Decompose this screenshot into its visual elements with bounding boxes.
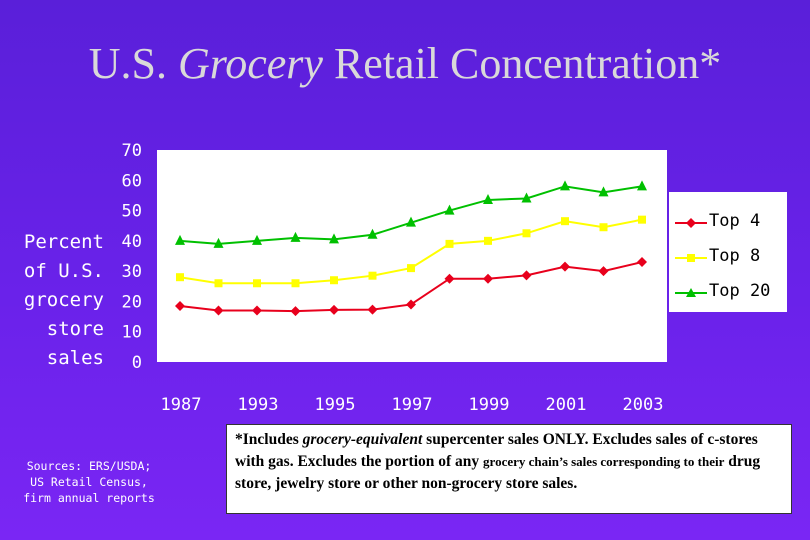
legend-item-top8: Top 8 bbox=[669, 242, 787, 272]
end-value-label: 47 bbox=[633, 227, 660, 252]
y-axis-title-line: of U.S. bbox=[23, 260, 104, 282]
data-point bbox=[444, 204, 455, 215]
data-point bbox=[176, 273, 184, 282]
data-point bbox=[407, 264, 415, 273]
legend-marker-square-icon bbox=[675, 254, 707, 262]
data-point bbox=[252, 305, 262, 316]
x-tick-label: 1995 bbox=[315, 395, 356, 415]
title-part-3: Retail Concentration* bbox=[322, 39, 722, 88]
y-tick-label: 20 bbox=[122, 292, 142, 312]
data-point bbox=[560, 180, 570, 191]
data-point bbox=[253, 279, 261, 288]
y-axis-title-line: store bbox=[46, 318, 104, 340]
footnote-box: *Includes grocery-equivalent supercenter… bbox=[226, 424, 792, 514]
data-point bbox=[330, 276, 338, 285]
data-point bbox=[522, 229, 531, 238]
legend-item-top4: Top 4 bbox=[669, 207, 787, 237]
y-tick-label: 50 bbox=[122, 202, 142, 222]
series-markers bbox=[175, 180, 647, 317]
source-note: Sources: ERS/USDA; US Retail Census, fir… bbox=[14, 458, 164, 506]
data-point bbox=[521, 192, 532, 203]
legend-item-top20: Top 20 bbox=[669, 277, 787, 307]
title-part-1: U.S. bbox=[88, 39, 178, 88]
data-point bbox=[444, 273, 455, 284]
data-point bbox=[175, 234, 185, 245]
title-part-2: Grocery bbox=[177, 39, 323, 88]
data-point bbox=[484, 236, 492, 245]
x-tick-label: 1999 bbox=[469, 395, 510, 415]
data-point bbox=[329, 304, 339, 315]
data-point bbox=[637, 257, 647, 268]
y-axis-ticks: 0 10 20 30 40 50 60 70 bbox=[122, 141, 142, 373]
data-point bbox=[252, 234, 262, 245]
data-point bbox=[291, 279, 300, 288]
source-line: Sources: ERS/USDA; bbox=[26, 459, 152, 473]
x-tick-label: 1993 bbox=[238, 395, 279, 415]
data-point bbox=[445, 239, 454, 248]
source-line: US Retail Census, bbox=[30, 475, 148, 489]
y-tick-label: 30 bbox=[122, 262, 142, 282]
end-value-label: 33 bbox=[633, 273, 660, 298]
y-axis-title-line: grocery bbox=[23, 289, 104, 311]
data-point bbox=[406, 299, 416, 310]
footnote-text-5: drug store, jewelry store or other non-g… bbox=[235, 453, 761, 492]
data-point bbox=[599, 223, 608, 232]
data-point bbox=[290, 306, 301, 317]
legend-label: Top 4 bbox=[709, 211, 761, 231]
legend: Top 4 Top 8 Top 20 bbox=[669, 192, 787, 312]
y-tick-label: 70 bbox=[122, 141, 142, 161]
legend-marker-diamond-icon bbox=[675, 218, 707, 228]
data-point bbox=[368, 271, 377, 280]
footnote-text-1: *Includes bbox=[235, 431, 303, 448]
y-tick-label: 10 bbox=[122, 323, 142, 343]
footnote-text-2: grocery-equivalent bbox=[302, 431, 423, 448]
end-value-labels: 58 47 33 bbox=[633, 191, 660, 298]
data-point bbox=[483, 273, 493, 284]
data-point bbox=[367, 228, 378, 239]
end-value-label: 58 bbox=[633, 191, 660, 216]
source-line: firm annual reports bbox=[23, 491, 155, 505]
data-point bbox=[213, 305, 224, 316]
x-tick-label: 2001 bbox=[546, 395, 587, 415]
data-point bbox=[560, 261, 570, 272]
y-axis-title-line: Percent bbox=[23, 231, 104, 253]
data-point bbox=[213, 237, 224, 248]
data-point bbox=[561, 217, 569, 226]
data-point bbox=[483, 193, 493, 204]
x-axis-ticks: 1987 1993 1995 1997 1999 2001 2003 bbox=[161, 395, 664, 415]
legend-marker-triangle-icon bbox=[675, 288, 707, 297]
legend-label: Top 8 bbox=[709, 246, 761, 266]
legend-label: Top 20 bbox=[709, 281, 771, 301]
data-point bbox=[598, 186, 609, 197]
data-point bbox=[367, 304, 378, 315]
plot-area bbox=[157, 150, 667, 362]
y-axis-title: Percent of U.S. grocery store sales bbox=[0, 228, 104, 373]
x-tick-label: 1987 bbox=[161, 395, 202, 415]
footnote-text-4: grocery chain’s sales corresponding to t… bbox=[483, 454, 725, 469]
footnote-text-3: supercenter sales ONLY. Excludes sales o… bbox=[235, 431, 758, 470]
y-tick-label: 40 bbox=[122, 232, 142, 252]
x-tick-label: 1997 bbox=[392, 395, 433, 415]
y-tick-label: 60 bbox=[122, 171, 142, 191]
y-tick-label: 0 bbox=[132, 353, 142, 373]
data-point bbox=[290, 231, 301, 242]
data-point bbox=[637, 180, 647, 191]
x-tick-label: 2003 bbox=[623, 395, 664, 415]
slide-title: U.S. Grocery Retail Concentration* bbox=[0, 38, 810, 89]
data-point bbox=[521, 270, 532, 281]
data-point bbox=[638, 215, 646, 224]
y-axis-title-line: sales bbox=[46, 347, 104, 369]
data-point bbox=[175, 300, 185, 311]
data-point bbox=[406, 216, 416, 227]
data-point bbox=[214, 279, 223, 288]
data-point bbox=[598, 266, 609, 277]
data-point bbox=[329, 233, 339, 244]
